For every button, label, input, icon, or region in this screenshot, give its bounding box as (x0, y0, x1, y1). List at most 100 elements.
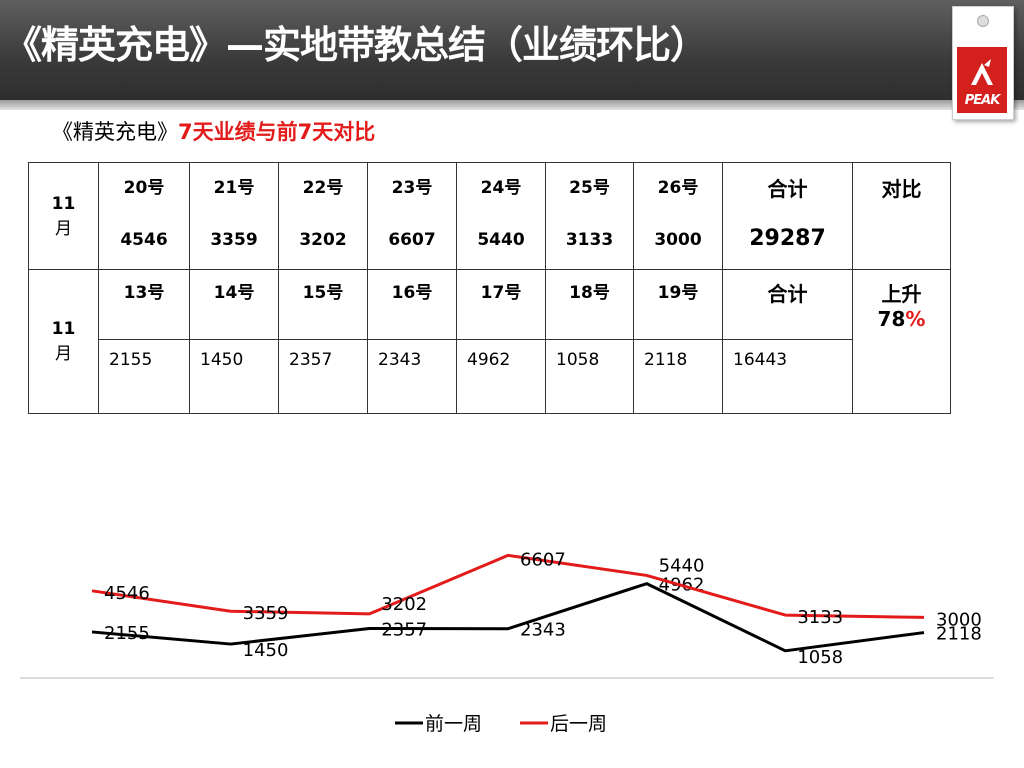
total-cell: 合计 (722, 269, 853, 340)
month-suffix: 月 (55, 218, 72, 239)
compare-label: 对比 (881, 177, 922, 201)
day-value: 2155 (109, 350, 153, 370)
day-label: 17号 (480, 283, 522, 303)
data-label: 2357 (381, 619, 427, 640)
data-label: 6607 (520, 549, 566, 570)
value-cell: 4962 (456, 339, 546, 414)
day-cell: 24号 5440 (456, 162, 546, 270)
data-label: 3000 (936, 609, 982, 630)
day-cell: 16号 (367, 269, 457, 340)
value-cell: 2343 (367, 339, 457, 414)
day-value: 1450 (200, 350, 244, 370)
slide-header (0, 0, 1024, 100)
value-cell: 2155 (98, 339, 190, 414)
month-number: 11 (51, 193, 76, 214)
total-label: 合计 (767, 282, 808, 306)
compare-header-cell: 对比 (852, 162, 951, 270)
legend-label: 后一周 (550, 713, 607, 735)
chart-legend: 前一周 后一周 (395, 713, 607, 735)
day-label: 14号 (213, 283, 255, 303)
peak-logo: PEAK (957, 47, 1007, 113)
table-row: 11 月 20号 4546 21号 3359 22号 3202 23号 6607 24号… (28, 162, 951, 270)
data-label: 1058 (797, 647, 843, 668)
day-value: 6607 (388, 230, 436, 250)
day-label: 21号 (213, 178, 255, 198)
day-label: 20号 (123, 178, 165, 198)
day-cell: 23号 6607 (367, 162, 457, 270)
day-label: 26号 (657, 178, 699, 198)
series-line-prev-week (91, 582, 925, 653)
subtitle-prefix: 《精英充电》 (52, 120, 178, 144)
day-value: 3133 (565, 230, 614, 250)
month-cell: 11 月 (28, 162, 99, 270)
table-row: 11 月 13号 14号 15号 16号 17号 18号 19号 合计 上升 7… (28, 269, 951, 414)
subtitle-highlight: 7天业绩与前7天对比 (178, 120, 376, 144)
table-row: 2155 1450 2357 2343 4962 1058 2118 16443 (29, 339, 951, 414)
data-label: 3202 (381, 594, 427, 615)
day-value: 4546 (120, 230, 168, 250)
day-label: 16号 (391, 283, 433, 303)
day-label: 22号 (302, 178, 344, 198)
data-label: 2155 (104, 623, 150, 644)
day-value: 3000 (654, 230, 702, 250)
day-value: 5440 (477, 230, 525, 250)
value-cell: 2118 (633, 339, 723, 414)
day-cell: 21号 3359 (189, 162, 279, 270)
value-cell: 1450 (189, 339, 279, 414)
month-cell: 11 月 (28, 269, 99, 414)
change-cell: 上升 78% (852, 269, 951, 414)
day-label: 25号 (569, 178, 610, 198)
day-label: 19号 (657, 283, 699, 303)
day-cell: 13号 (98, 269, 190, 340)
value-cell: 1058 (545, 339, 634, 414)
day-value: 2118 (644, 350, 688, 370)
series-line-next-week (91, 553, 925, 619)
data-label: 4546 (104, 583, 150, 604)
day-label: 18号 (569, 283, 610, 303)
month-suffix: 月 (55, 344, 72, 364)
day-value: 3359 (210, 230, 258, 250)
total-cell: 合计 29287 (722, 162, 853, 270)
day-value: 2357 (289, 350, 333, 370)
data-label: 3359 (243, 603, 289, 624)
value-cell: 2357 (278, 339, 368, 414)
change-percent-sign: % (905, 307, 926, 331)
peak-logo-tag: PEAK (952, 6, 1014, 120)
day-label: 23号 (391, 178, 433, 198)
day-value: 2343 (378, 350, 422, 370)
change-label: 上升 (881, 282, 922, 306)
day-cell: 15号 (278, 269, 368, 340)
data-label: 2118 (936, 624, 982, 645)
change-value: 78 (877, 307, 906, 331)
day-cell: 18号 (545, 269, 634, 340)
day-label: 13号 (123, 283, 165, 303)
day-cell: 17号 (456, 269, 546, 340)
day-cell: 20号 4546 (98, 162, 190, 270)
total-value: 29287 (749, 226, 826, 251)
day-cell: 25号 3133 (545, 162, 634, 270)
day-cell: 26号 3000 (633, 162, 723, 270)
total-value-cell: 16443 (722, 339, 853, 414)
table-subtitle: 《精英充电》7天业绩与前7天对比 (52, 116, 375, 146)
data-label: 3133 (797, 607, 843, 628)
month-number: 11 (51, 319, 76, 339)
legend-label: 前一周 (425, 713, 482, 735)
day-value: 1058 (556, 350, 600, 370)
day-cell: 19号 (633, 269, 723, 340)
day-value: 3202 (299, 230, 347, 250)
data-label: 2343 (520, 620, 566, 641)
total-value: 16443 (733, 350, 788, 370)
day-label: 24号 (480, 178, 522, 198)
peak-mark-icon (971, 59, 993, 85)
day-value: 4962 (467, 350, 511, 370)
day-label: 15号 (302, 283, 344, 303)
day-cell: 14号 (189, 269, 279, 340)
data-label: 5440 (659, 555, 705, 576)
header-band (0, 100, 1024, 110)
day-cell: 22号 3202 (278, 162, 368, 270)
slide-title: 《精英充电》—实地带教总结（业绩环比） (4, 23, 708, 67)
data-label: 1450 (243, 640, 289, 661)
tag-hole (977, 15, 989, 27)
logo-text: PEAK (964, 93, 1001, 108)
